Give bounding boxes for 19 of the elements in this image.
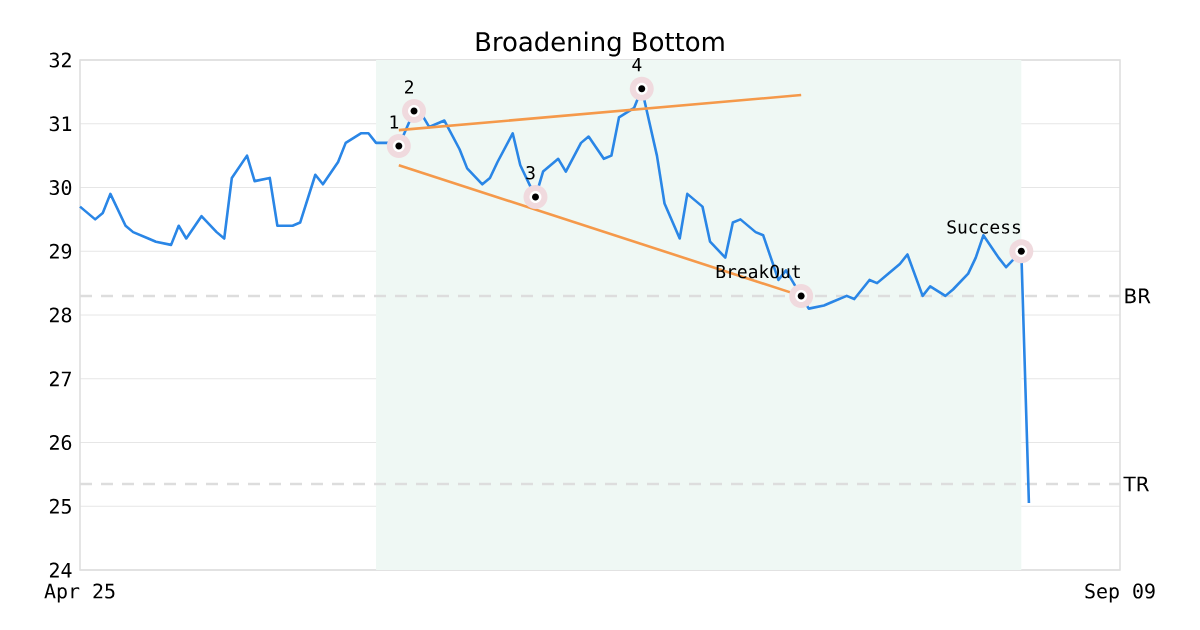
x-tick-label: Apr 25 bbox=[44, 583, 115, 603]
y-tick-label: 25 bbox=[49, 498, 71, 514]
y-tick-label: 26 bbox=[49, 434, 72, 451]
annotation: 2 bbox=[405, 80, 413, 94]
annotation: 4 bbox=[632, 58, 642, 72]
y-tick-label: 30 bbox=[49, 179, 72, 196]
x-tick-label: Sep 09 bbox=[1085, 583, 1155, 603]
y-tick-label: 32 bbox=[49, 52, 71, 68]
annotation: 3 bbox=[526, 165, 535, 180]
ref-line-label: TR bbox=[1123, 476, 1149, 492]
annotation: Success bbox=[947, 220, 1021, 234]
y-tick-label: 29 bbox=[49, 243, 72, 259]
y-tick-label: 31 bbox=[49, 116, 72, 132]
chart-title: Broadening Bottom bbox=[476, 31, 724, 57]
ref-line-label: BR bbox=[1125, 288, 1151, 304]
annotation: 1 bbox=[390, 115, 399, 129]
y-tick-label: 24 bbox=[49, 562, 72, 578]
y-tick-label: 27 bbox=[49, 371, 71, 387]
y-tick-label: 28 bbox=[49, 307, 72, 323]
